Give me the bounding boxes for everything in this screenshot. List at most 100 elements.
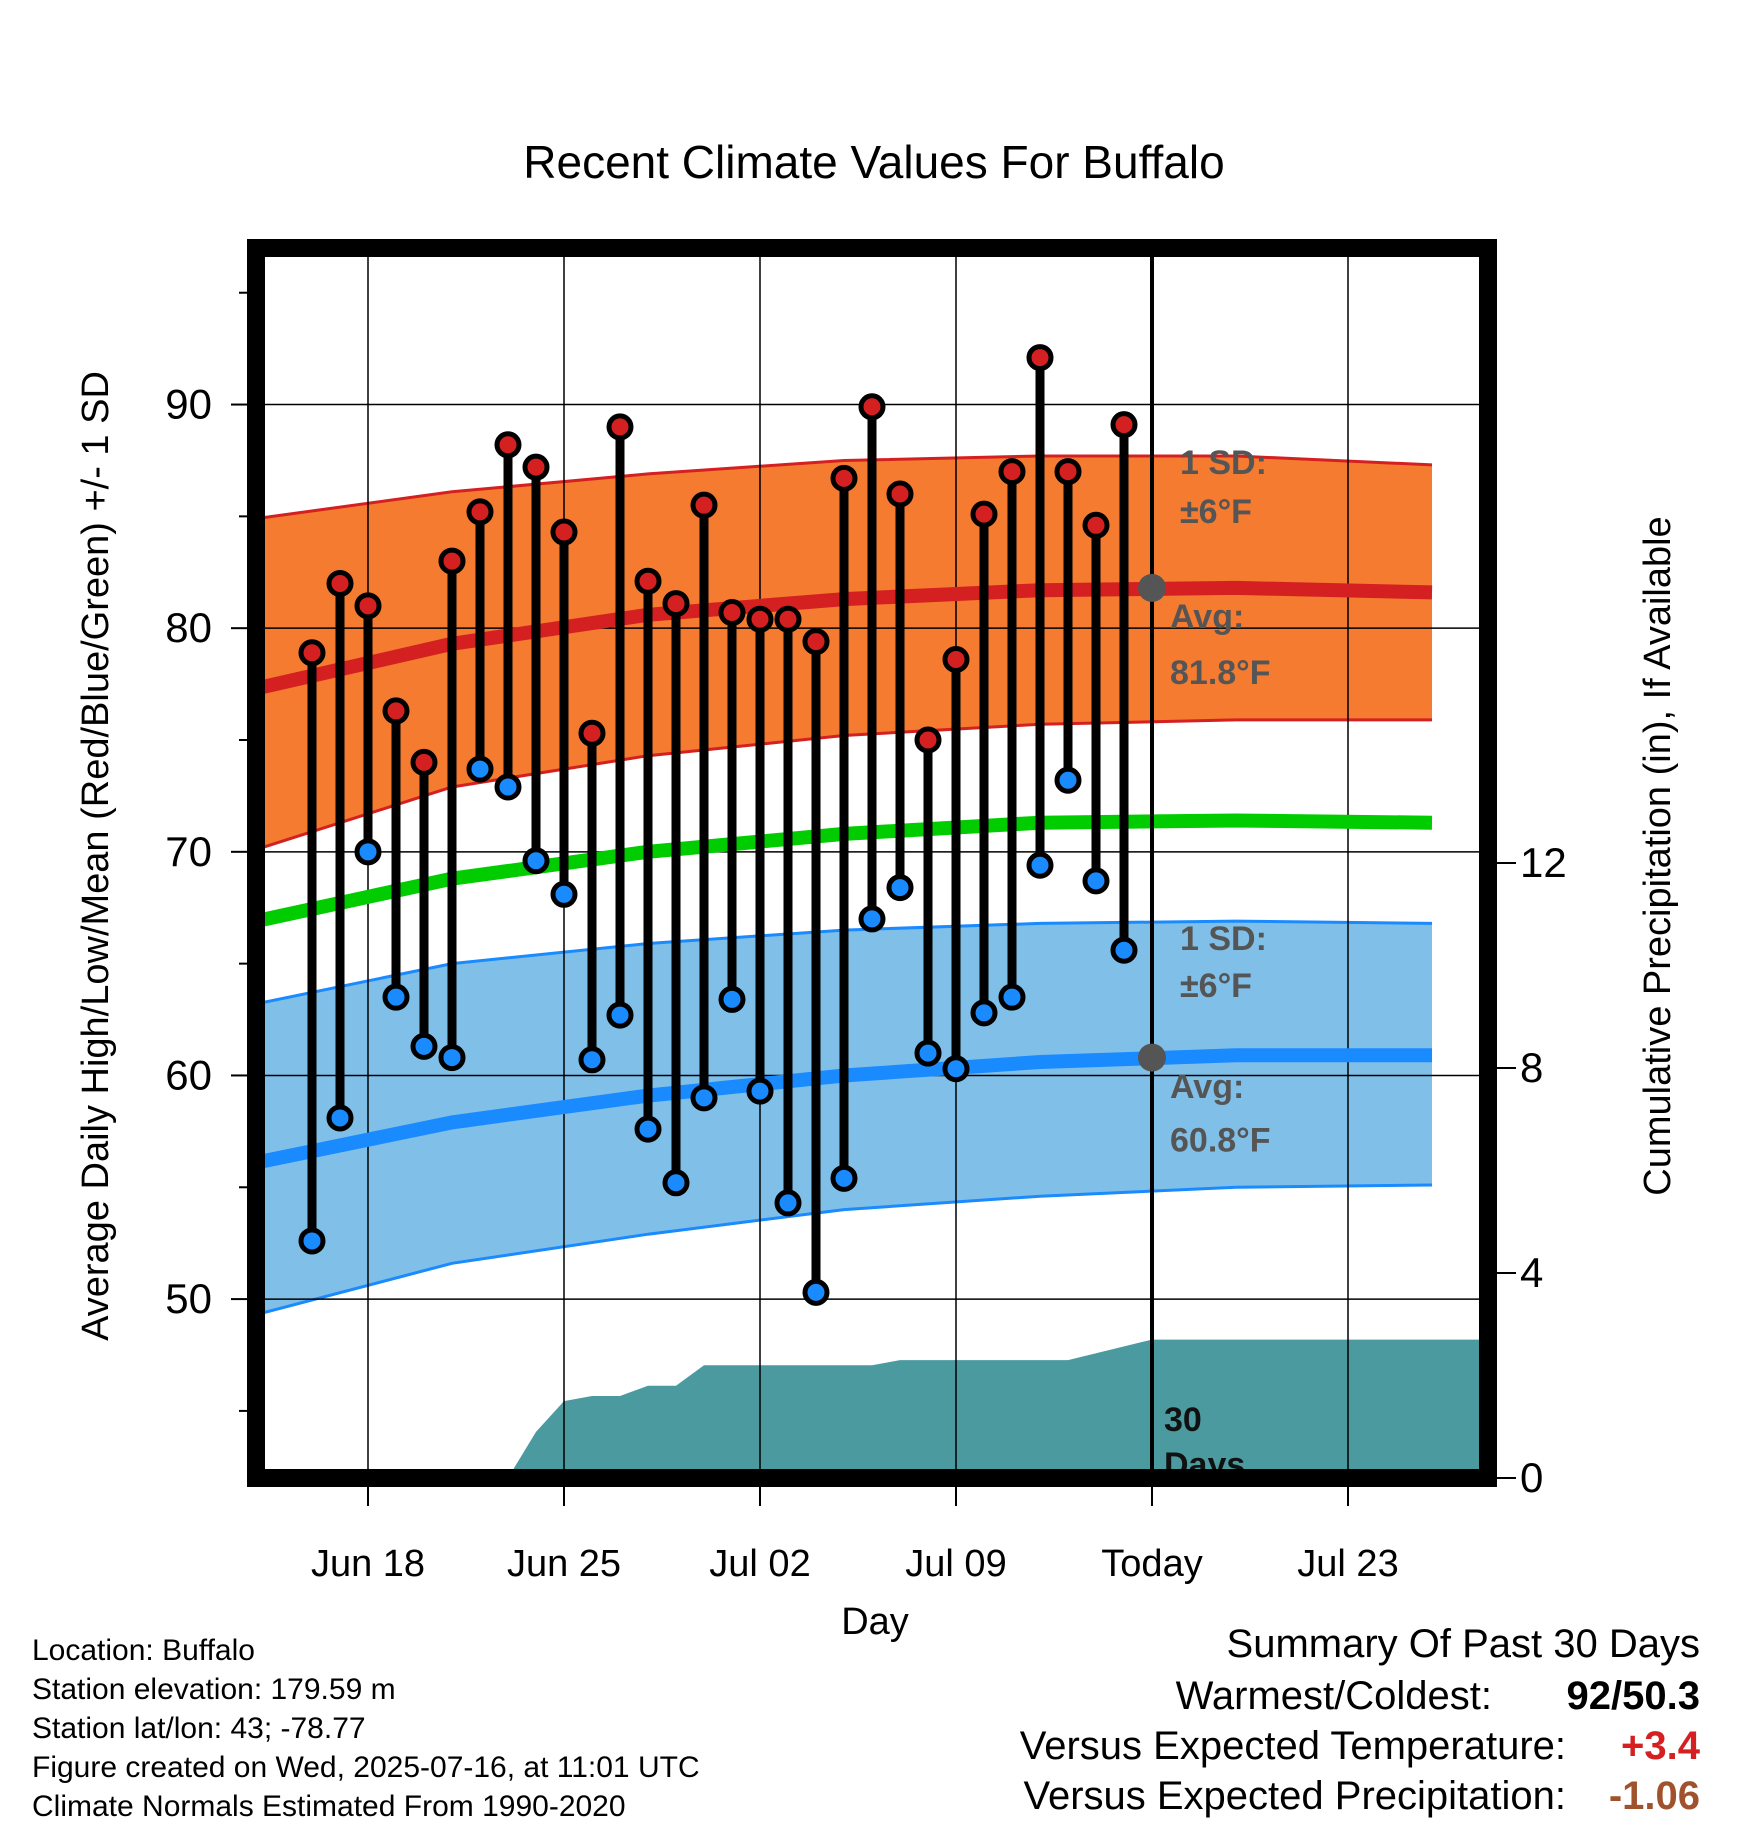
daily-high-point xyxy=(578,719,606,747)
daily-high-point xyxy=(1082,511,1110,539)
daily-low-point xyxy=(830,1164,858,1192)
daily-high-point xyxy=(886,480,914,508)
low-avg-label: Avg: xyxy=(1170,1068,1244,1106)
daily-low-point xyxy=(858,905,886,933)
x-tick-label: Jul 23 xyxy=(1297,1543,1398,1585)
daily-low-point xyxy=(382,983,410,1011)
daily-high-point xyxy=(438,547,466,575)
daily-high-point xyxy=(606,413,634,441)
summary-warmest-value: 92/50.3 xyxy=(1566,1674,1700,1718)
info-location: Location: Buffalo xyxy=(32,1634,255,1667)
daily-low-point xyxy=(634,1115,662,1143)
summary-temp-value: +3.4 xyxy=(1621,1724,1700,1768)
high-sd-value: ±6°F xyxy=(1180,493,1252,531)
high-sd-label: 1 SD: xyxy=(1180,444,1267,482)
daily-low-point xyxy=(354,838,382,866)
daily-high-point xyxy=(1110,411,1138,439)
y2-tick-label: 0 xyxy=(1520,1454,1543,1501)
daily-low-point xyxy=(578,1046,606,1074)
y-tick-label: 70 xyxy=(165,828,212,875)
daily-low-point xyxy=(970,999,998,1027)
x-tick-label: Jul 09 xyxy=(905,1543,1006,1585)
info-normals: Climate Normals Estimated From 1990-2020 xyxy=(32,1790,626,1823)
daily-low-point xyxy=(298,1227,326,1255)
daily-low-point xyxy=(942,1055,970,1083)
daily-high-point xyxy=(634,567,662,595)
summary-temp-label: Versus Expected Temperature: xyxy=(1019,1724,1566,1768)
daily-low-point xyxy=(1054,766,1082,794)
daily-low-point xyxy=(1110,936,1138,964)
daily-high-point xyxy=(354,592,382,620)
summary-title: Summary Of Past 30 Days xyxy=(1226,1622,1700,1666)
daily-high-point xyxy=(774,605,802,633)
daily-low-point xyxy=(690,1084,718,1112)
daily-low-point xyxy=(326,1104,354,1132)
daily-high-point xyxy=(858,393,886,421)
daily-low-point xyxy=(802,1278,830,1306)
avg-high-marker xyxy=(1138,573,1166,602)
daily-high-point xyxy=(410,748,438,776)
daily-low-point xyxy=(438,1044,466,1072)
daily-high-point xyxy=(998,458,1026,486)
x-tick-label: Today xyxy=(1101,1543,1202,1585)
daily-high-point xyxy=(746,605,774,633)
y-tick-label: 90 xyxy=(165,381,212,428)
daily-high-point xyxy=(690,491,718,519)
y-tick-label: 50 xyxy=(165,1275,212,1322)
low-sd-label: 1 SD: xyxy=(1180,920,1267,958)
daily-high-point xyxy=(662,590,690,618)
daily-high-point xyxy=(466,498,494,526)
daily-low-point xyxy=(718,985,746,1013)
info-created: Figure created on Wed, 2025-07-16, at 11… xyxy=(32,1751,700,1784)
daily-low-point xyxy=(494,773,522,801)
daily-high-point xyxy=(550,518,578,546)
plot-frame xyxy=(247,239,1497,1487)
y2-axis-label: Cumulative Precipitation (in), If Availa… xyxy=(1637,516,1679,1195)
daily-high-point xyxy=(718,599,746,627)
info-elevation: Station elevation: 179.59 m xyxy=(32,1673,396,1706)
precip-area xyxy=(508,1339,1488,1478)
plot-area: 1 SD: ±6°F Avg: 81.8°F 1 SD: ±6°F Avg: 60.8°F 30… xyxy=(256,248,1488,1478)
high-avg-value: 81.8°F xyxy=(1170,654,1271,692)
x-axis-label: Day xyxy=(841,1601,909,1643)
daily-low-point xyxy=(522,847,550,875)
precip-period-number: 30 xyxy=(1164,1401,1202,1439)
daily-low-point xyxy=(998,983,1026,1011)
low-avg-value: 60.8°F xyxy=(1170,1121,1271,1159)
daily-high-point xyxy=(326,569,354,597)
daily-low-point xyxy=(662,1169,690,1197)
daily-low-point xyxy=(466,755,494,783)
daily-low-point xyxy=(746,1077,774,1105)
summary-precip-label: Versus Expected Precipitation: xyxy=(1023,1774,1566,1818)
daily-high-point xyxy=(494,431,522,459)
y2-tick-label: 4 xyxy=(1520,1249,1543,1296)
x-tick-label: Jul 02 xyxy=(709,1543,810,1585)
daily-low-point xyxy=(1082,867,1110,895)
daily-high-point xyxy=(522,453,550,481)
daily-low-point xyxy=(606,1001,634,1029)
daily-high-point xyxy=(914,726,942,754)
daily-low-point xyxy=(1026,851,1054,879)
daily-high-point xyxy=(802,628,830,656)
daily-high-point xyxy=(382,697,410,725)
daily-high-point xyxy=(1026,344,1054,372)
summary-warmest-label: Warmest/Coldest: xyxy=(1175,1674,1492,1718)
daily-high-point xyxy=(942,645,970,673)
daily-low-point xyxy=(774,1189,802,1217)
y-tick-label: 60 xyxy=(165,1051,212,1098)
y-tick-label: 80 xyxy=(165,604,212,651)
high-avg-label: Avg: xyxy=(1170,598,1244,636)
daily-high-point xyxy=(1054,458,1082,486)
daily-low-point xyxy=(550,880,578,908)
x-tick-label: Jun 25 xyxy=(507,1543,621,1585)
low-sd-lower-line xyxy=(256,1183,1433,1317)
high-sd-upper-line xyxy=(256,454,1433,521)
chart-title: Recent Climate Values For Buffalo xyxy=(523,136,1224,188)
avg-low-marker xyxy=(1138,1043,1166,1072)
daily-low-point xyxy=(914,1039,942,1067)
daily-high-point xyxy=(830,464,858,492)
y2-tick-label: 8 xyxy=(1520,1044,1543,1091)
y-axis-label: Average Daily High/Low/Mean (Red/Blue/Gr… xyxy=(75,371,117,1341)
y2-tick-label: 12 xyxy=(1520,839,1567,886)
